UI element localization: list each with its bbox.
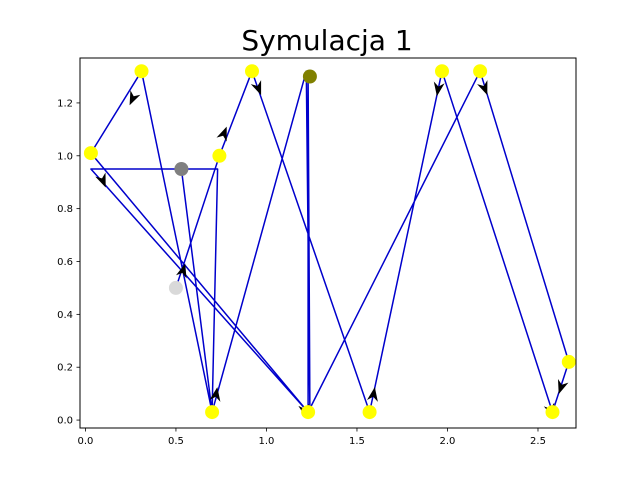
y-tick-label: 0.8 [57, 204, 73, 215]
x-tick-label: 1.5 [349, 436, 365, 447]
trajectory-line [90, 70, 570, 413]
direction-arrow [95, 172, 106, 188]
y-tick-label: 0.2 [57, 363, 73, 374]
direction-arrow [209, 387, 221, 402]
y-tick-label: 0.0 [57, 416, 73, 427]
data-point [245, 64, 259, 79]
x-tick-label: 2.5 [530, 436, 546, 447]
data-point [134, 64, 149, 79]
data-point [83, 146, 98, 161]
x-tick-label: 0.0 [77, 436, 93, 447]
direction-arrow [129, 90, 141, 106]
data-point [435, 64, 449, 79]
data-point [301, 405, 316, 420]
plot-area [83, 64, 576, 420]
direction-arrow [367, 387, 378, 402]
x-tick-label: 2.0 [440, 436, 456, 447]
data-point [174, 162, 189, 176]
data-point [545, 405, 560, 420]
x-tick-label: 0.5 [168, 436, 184, 447]
data-point [473, 64, 488, 79]
data-point [561, 354, 576, 369]
plot-marks [90, 70, 570, 419]
y-tick-label: 1.2 [57, 98, 73, 109]
direction-arrow [176, 263, 187, 279]
data-point [168, 280, 183, 295]
direction-arrow [250, 80, 262, 96]
direction-arrow [216, 126, 227, 142]
data-point [205, 405, 220, 420]
data-point [362, 405, 377, 420]
data-point [302, 69, 317, 84]
axes-frame [79, 57, 577, 429]
x-axis: 0.0 0.5 1.0 1.5 2.0 2.5 [77, 428, 546, 447]
y-tick-label: 0.4 [57, 310, 73, 321]
y-tick-label: 0.6 [57, 257, 73, 268]
direction-arrow [433, 81, 445, 97]
direction-arrow [558, 379, 569, 395]
y-tick-label: 1.0 [57, 151, 73, 162]
y-axis: 0.0 0.2 0.4 0.6 0.8 1.0 1.2 [57, 98, 80, 427]
x-tick-label: 1.0 [258, 436, 274, 447]
chart-title: Symulacja 1 [241, 24, 412, 57]
direction-arrow [477, 80, 488, 96]
data-point [212, 148, 227, 163]
